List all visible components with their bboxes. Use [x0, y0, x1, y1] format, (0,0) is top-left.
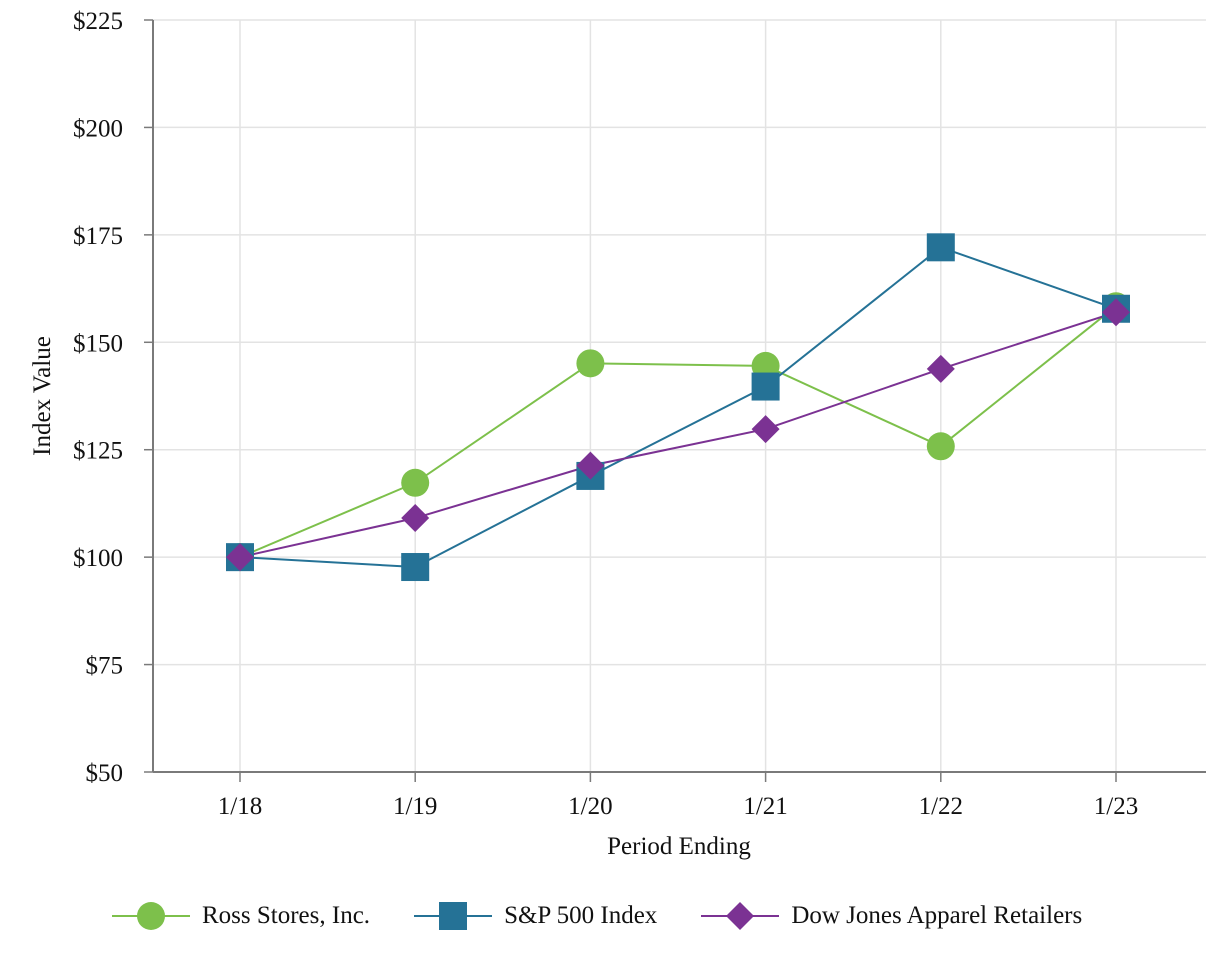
x-axis-label: Period Ending: [607, 833, 751, 860]
grid-lines: [153, 19, 1206, 772]
y-tick-label: $225: [73, 8, 123, 35]
data-point-circle: [576, 349, 605, 378]
x-tick-label: 1/19: [393, 793, 437, 820]
y-tick-label: $75: [86, 653, 124, 680]
data-point-diamond: [401, 504, 430, 533]
y-tick-label: $150: [73, 330, 123, 357]
legend: Ross Stores, Inc. S&P 500 Index Dow Jones …: [110, 896, 1124, 936]
legend-swatch-square: [414, 902, 493, 930]
legend-marker: [726, 902, 755, 930]
legend-item: Dow Jones Apparel Retailers: [699, 900, 1082, 932]
data-point-square: [926, 233, 955, 262]
legend-label: S&P 500 Index: [504, 902, 658, 929]
data-point-diamond: [226, 543, 254, 572]
series-line-0: [239, 305, 1117, 559]
y-tick-label: $200: [73, 115, 123, 142]
data-point-diamond: [751, 415, 780, 444]
legend-marker: [137, 902, 165, 930]
data-point-circle: [926, 432, 955, 461]
x-tick-labels: 1/18 1/19 1/20 1/21 1/22 1/23: [218, 793, 1138, 820]
legend-label: Dow Jones Apparel Retailers: [791, 902, 1083, 929]
legend-label: Ross Stores, Inc.: [202, 902, 371, 929]
data-point-circle: [401, 468, 430, 497]
legend-item: S&P 500 Index: [412, 900, 657, 932]
data-point-square: [401, 553, 430, 582]
axes: [144, 19, 1206, 782]
legend-swatch-circle: [112, 902, 190, 930]
y-tick-label: $175: [73, 223, 123, 250]
x-tick-label: 1/23: [1094, 793, 1138, 820]
legend-marker: [439, 902, 468, 930]
x-tick-label: 1/22: [919, 793, 963, 820]
series-group: [226, 233, 1130, 582]
x-tick-label: 1/21: [743, 793, 787, 820]
data-point-diamond: [926, 354, 955, 383]
y-tick-labels: $50 $75 $100 $125 $150 $175 $200 $225: [73, 8, 123, 787]
y-tick-label: $100: [73, 545, 123, 572]
y-tick-label: $50: [86, 760, 124, 787]
x-tick-label: 1/20: [568, 793, 612, 820]
y-tick-label: $125: [73, 438, 123, 465]
data-point-diamond: [576, 451, 605, 480]
legend-item: Ross Stores, Inc.: [110, 900, 370, 932]
x-tick-label: 1/18: [218, 793, 262, 820]
series-line-1: [239, 246, 1117, 569]
series-line-2: [239, 311, 1117, 559]
y-axis-label: Index Value: [29, 336, 56, 456]
line-chart: $50$75$100$125$150$175$200$225 1/18 1/19 1…: [29, 8, 1206, 860]
data-point-square: [751, 372, 780, 401]
legend-swatch-diamond: [701, 902, 780, 930]
data-point-diamond: [1102, 298, 1130, 327]
